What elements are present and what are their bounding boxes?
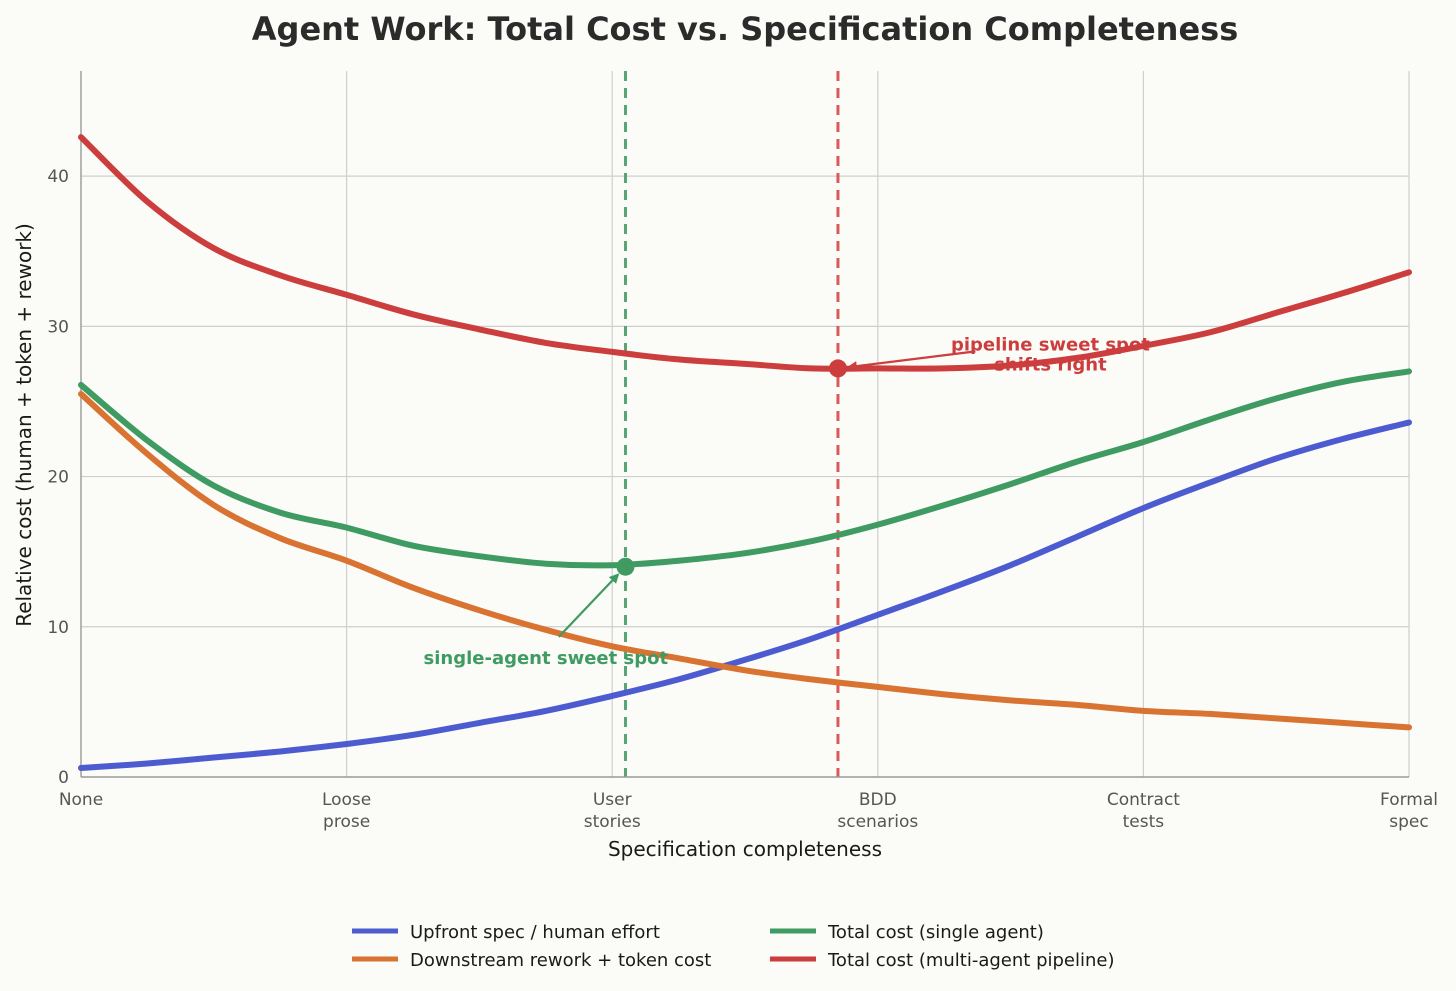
legend: Upfront spec / human effort Downstream re… [352,922,1115,971]
y-tick-label-0: 0 [58,768,69,788]
x-tick-label-5: Formal spec [1380,790,1438,832]
y-tick-label-4: 40 [47,167,69,187]
legend-label-0: Upfront spec / human effort [410,922,660,943]
x-axis-label: Specification completeness [608,837,882,861]
annotations: single-agent sweet spot pipeline sweet sp… [424,334,1151,668]
series-line-0 [78,419,1412,771]
legend-label-1: Downstream rework + token cost [410,950,711,971]
y-tick-label-2: 20 [47,468,69,488]
legend-label-3: Total cost (multi-agent pipeline) [827,950,1115,971]
annotation-arrow-0 [558,573,620,638]
y-axis-label: Relative cost (human + token + rework) [12,223,36,627]
series-line-1 [78,391,1412,731]
x-tick-label-1: Loose prose [322,790,371,832]
series-line-2 [78,368,1412,569]
series-lines [78,134,1412,771]
annotation-text-1-1: shifts right [994,354,1107,375]
x-tick-label-3: BDD scenarios [837,790,918,832]
y-tick-label-3: 30 [47,317,69,337]
chart-title: Agent Work: Total Cost vs. Specification… [252,10,1238,48]
series-line-3 [78,134,1412,372]
x-tick-labels: None Loose prose User stories BDD scenarios Con… [59,790,1438,832]
sweet-spot-marker-1 [828,359,847,378]
y-tick-labels: 0 10 20 30 40 [47,167,69,788]
annotation-text-1-0: pipeline sweet spot [951,334,1150,355]
x-tick-label-0: None [59,790,103,810]
sweet-spot-marker-0 [616,557,635,576]
axes [80,71,1409,778]
x-tick-label-2: User stories [584,790,641,832]
y-tick-label-1: 10 [47,618,69,638]
legend-label-2: Total cost (single agent) [827,922,1044,943]
sweet-spot-markers [616,359,847,576]
x-tick-label-4: Contract tests [1107,790,1180,832]
annotation-arrow-1 [846,350,976,372]
annotation-text-0-0: single-agent sweet spot [424,648,669,669]
